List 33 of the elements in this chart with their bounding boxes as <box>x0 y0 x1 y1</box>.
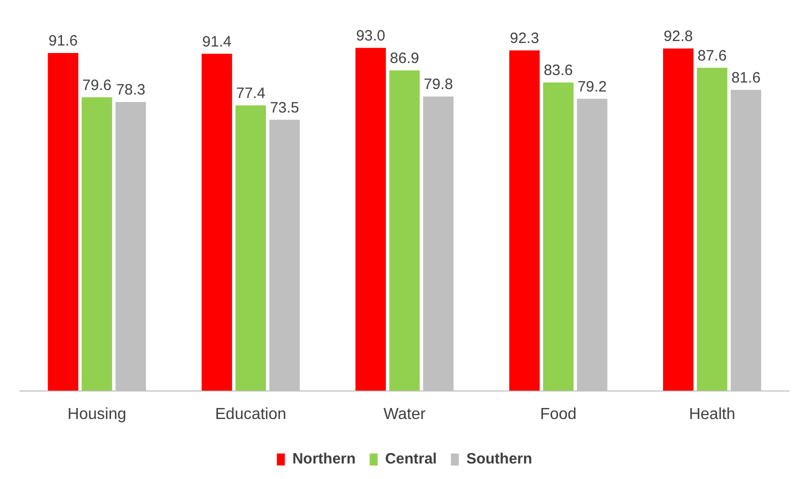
x-tick-label: Education <box>215 406 286 423</box>
data-label: 86.9 <box>390 50 420 67</box>
bar <box>543 82 574 391</box>
x-tick-label: Food <box>540 406 577 423</box>
data-label: 79.8 <box>424 76 453 94</box>
data-label: 91.4 <box>202 33 232 50</box>
bar <box>389 70 420 391</box>
data-label: 93.0 <box>356 27 386 44</box>
bar <box>663 48 694 391</box>
bar <box>355 48 386 391</box>
legend-label: Northern <box>292 450 356 468</box>
x-tick-label: Health <box>688 406 736 423</box>
data-label: 73.5 <box>270 99 300 116</box>
bar <box>48 52 78 391</box>
legend-label: Central <box>385 450 437 468</box>
bar <box>82 97 112 391</box>
x-tick-label: Water <box>383 406 426 423</box>
bar <box>696 68 728 391</box>
data-label: 78.3 <box>116 82 146 99</box>
data-label: 87.6 <box>698 47 727 64</box>
data-label: 77.4 <box>236 84 266 102</box>
data-label: 83.6 <box>544 62 573 80</box>
bar <box>509 50 540 391</box>
data-label: 79.6 <box>82 76 112 94</box>
legend-label: Southern <box>466 450 532 468</box>
data-label: 81.6 <box>731 70 761 86</box>
data-label: 91.6 <box>48 32 78 50</box>
bar <box>235 105 266 391</box>
data-label: 92.8 <box>664 28 693 46</box>
x-tick-label: Housing <box>68 406 126 423</box>
data-label: 92.3 <box>510 30 540 48</box>
data-label: 79.2 <box>578 78 607 96</box>
bar <box>202 54 232 391</box>
